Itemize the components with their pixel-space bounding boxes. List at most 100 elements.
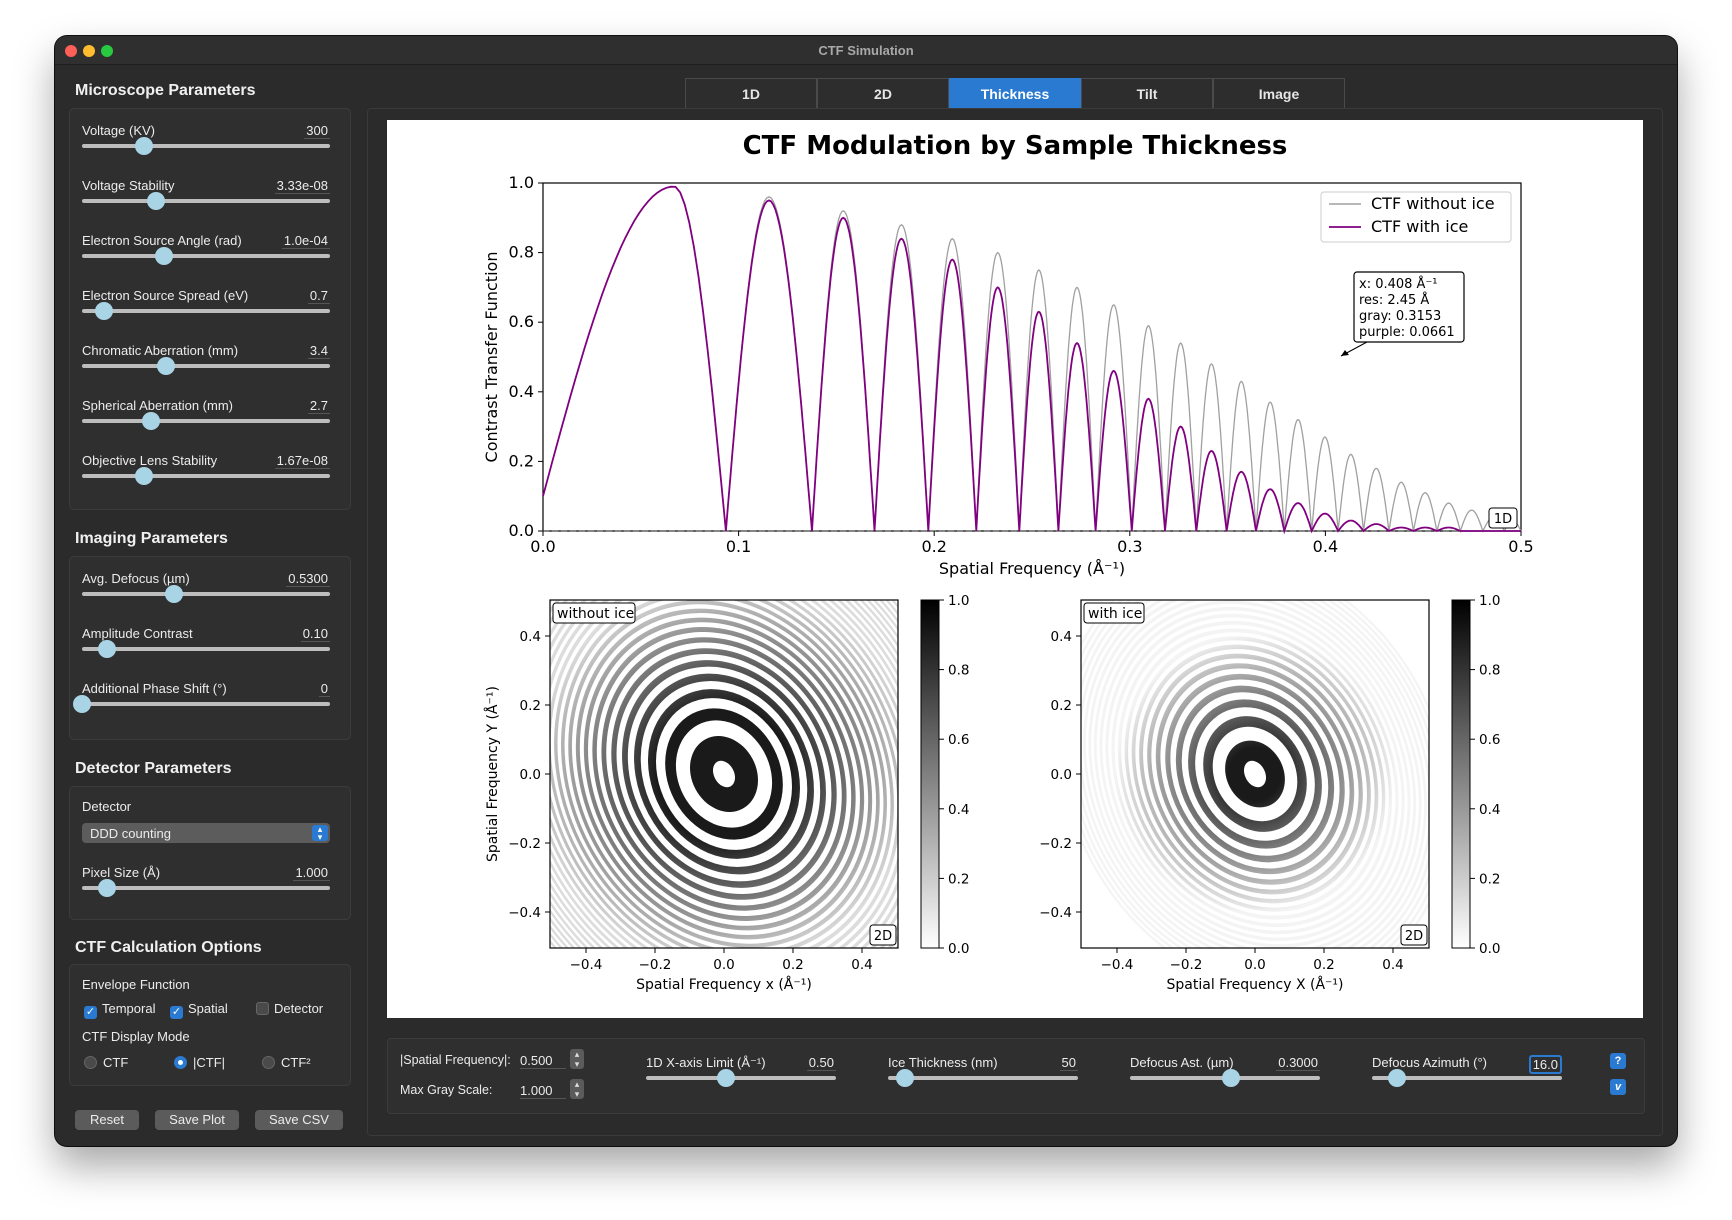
pixel-size-track[interactable] — [82, 886, 330, 890]
tooltip-purple: purple: 0.0661 — [1359, 325, 1455, 340]
microscope-slider-track[interactable] — [82, 199, 330, 203]
ice-thickness-value[interactable]: 50 — [1059, 1055, 1078, 1071]
legend-label-with-ice: CTF with ice — [1371, 217, 1468, 236]
abs-ctf-radio[interactable]: |CTF| — [174, 1055, 225, 1070]
microscope-slider-value[interactable]: 3.33e-08 — [274, 178, 330, 194]
help-icon[interactable]: ? — [1610, 1053, 1626, 1069]
imaging-slider-handle[interactable] — [97, 640, 116, 658]
tooltip-res: res: 2.45 Å — [1359, 292, 1429, 308]
ctf-1d-axes — [542, 182, 1522, 532]
microscope-slider-value[interactable]: 2.7 — [307, 398, 330, 414]
tab-tilt[interactable]: Tilt — [1081, 78, 1213, 110]
save-plot-button[interactable]: Save Plot — [155, 1110, 239, 1130]
microscope-slider-handle[interactable] — [135, 467, 153, 485]
xlimit-label: 1D X-axis Limit (Å⁻¹) — [646, 1055, 766, 1070]
xlimit-value[interactable]: 0.50 — [806, 1055, 836, 1071]
imaging-slider-track[interactable] — [82, 647, 330, 651]
microscope-slider-track[interactable] — [82, 364, 330, 368]
microscope-slider-value[interactable]: 1.0e-04 — [281, 233, 330, 249]
microscope-slider-track[interactable] — [82, 419, 330, 423]
heatmap-ytick-label: 0.2 — [520, 698, 541, 714]
microscope-slider-value[interactable]: 0.7 — [307, 288, 330, 304]
ctf-squared-radio[interactable]: CTF² — [262, 1055, 311, 1070]
frequency-spinner-icon[interactable]: ▴ ▾ — [570, 1049, 584, 1069]
save-csv-button[interactable]: Save CSV — [255, 1110, 343, 1130]
microscope-slider-value[interactable]: 300 — [304, 123, 330, 139]
ice-thickness-slider-row: Ice Thickness (nm) 50 — [888, 1055, 1078, 1095]
defocus-ast-value[interactable]: 0.3000 — [1276, 1055, 1320, 1071]
version-icon[interactable]: v — [1610, 1079, 1626, 1095]
imaging-slider-track[interactable] — [82, 592, 330, 596]
spatial-label: Spatial — [188, 1001, 228, 1016]
detector-check-label: Detector — [274, 1001, 324, 1016]
tab-2d[interactable]: 2D — [817, 78, 949, 110]
microscope-slider-handle[interactable] — [154, 247, 173, 265]
legend: CTF without ice CTF with ice — [1320, 191, 1512, 243]
heatmap-left-xlabel: Spatial Frequency x (Å⁻¹) — [636, 976, 812, 993]
ctf-options-section-title: CTF Calculation Options — [75, 939, 262, 956]
detector-select[interactable]: DDD counting ▴ ▾ — [82, 823, 330, 843]
microscope-slider-handle[interactable] — [157, 357, 176, 375]
gray-spinner-icon[interactable]: ▴ ▾ — [570, 1079, 584, 1099]
close-window-button[interactable] — [65, 45, 77, 57]
max-gray-input[interactable]: 1.000 — [520, 1083, 566, 1099]
app-window: CTF Simulation Microscope Parameters Vol… — [55, 36, 1677, 1146]
pixel-size-slider-handle[interactable] — [97, 879, 116, 897]
microscope-slider-row: Electron Source Angle (rad) 1.0e-04 — [82, 233, 330, 273]
imaging-slider-track[interactable] — [82, 702, 330, 706]
detector-checkbox[interactable]: Detector — [256, 1001, 323, 1016]
imaging-slider-value[interactable]: 0.5300 — [286, 571, 330, 587]
reset-button[interactable]: Reset — [75, 1110, 139, 1130]
ctf-display-mode-label: CTF Display Mode — [82, 1029, 190, 1044]
minimize-window-button[interactable] — [83, 45, 95, 57]
temporal-checkbox[interactable]: ✓ Temporal — [84, 1001, 155, 1019]
defocus-ast-slider-handle[interactable] — [1221, 1069, 1240, 1087]
spatial-frequency-input[interactable]: 0.500 — [520, 1053, 566, 1069]
imaging-slider-value[interactable]: 0.10 — [300, 626, 330, 642]
zoom-window-button[interactable] — [101, 45, 113, 57]
plot-svg: CTF Modulation by Sample Thickness Spati… — [482, 131, 1534, 993]
imaging-slider-handle[interactable] — [164, 585, 183, 603]
ice-thickness-slider-handle[interactable] — [896, 1069, 915, 1087]
without-ice-label: without ice — [557, 606, 634, 622]
microscope-slider-handle[interactable] — [135, 137, 153, 155]
heatmap-xtick-label: 0.4 — [1382, 957, 1403, 973]
defocus-azimuth-slider-handle[interactable] — [1387, 1069, 1406, 1087]
plot-canvas[interactable]: CTF Modulation by Sample Thickness Spati… — [387, 120, 1643, 1018]
ice-thickness-track[interactable] — [888, 1076, 1078, 1080]
microscope-slider-value[interactable]: 3.4 — [307, 343, 330, 359]
defocus-azimuth-track[interactable] — [1372, 1076, 1562, 1080]
ctf-radio[interactable]: CTF — [84, 1055, 128, 1070]
defocus-azimuth-input[interactable]: 16.0 — [1528, 1055, 1562, 1074]
window-title: CTF Simulation — [818, 43, 914, 58]
tab-1d[interactable]: 1D — [685, 78, 817, 110]
imaging-slider-label: Avg. Defocus (µm) — [82, 571, 190, 586]
microscope-slider-value[interactable]: 1.67e-08 — [274, 453, 330, 469]
badge-1d-box — [1488, 507, 1518, 529]
tab-image[interactable]: Image — [1213, 78, 1345, 110]
imaging-slider-handle[interactable] — [73, 695, 91, 713]
ytick-label: 0.2 — [509, 451, 534, 470]
spatial-checkbox[interactable]: ✓ Spatial — [170, 1001, 228, 1019]
detector-label: Detector — [82, 799, 132, 814]
microscope-slider-track[interactable] — [82, 254, 330, 258]
microscope-slider-handle[interactable] — [142, 412, 161, 430]
title-bar: CTF Simulation — [55, 36, 1677, 65]
microscope-slider-track[interactable] — [82, 309, 330, 313]
microscope-slider-label: Electron Source Angle (rad) — [82, 233, 242, 248]
xlimit-track[interactable] — [646, 1076, 836, 1080]
with-ice-label: with ice — [1088, 606, 1142, 622]
imaging-slider-value[interactable]: 0 — [318, 681, 330, 697]
xlimit-slider-handle[interactable] — [716, 1069, 735, 1087]
microscope-slider-track[interactable] — [82, 144, 330, 148]
colorbar-tick-label: 1.0 — [948, 593, 969, 609]
microscope-slider-handle[interactable] — [147, 192, 166, 210]
heatmap-ytick-label: −0.4 — [1039, 905, 1072, 921]
badge-2d-right-box — [1400, 924, 1428, 946]
tab-thickness[interactable]: Thickness — [949, 78, 1081, 110]
microscope-slider-track[interactable] — [82, 474, 330, 478]
ctf-radio-label: CTF — [103, 1055, 129, 1070]
microscope-slider-handle[interactable] — [95, 302, 114, 320]
pixel-size-value[interactable]: 1.000 — [293, 865, 330, 881]
xtick-label: 0.5 — [1508, 537, 1533, 556]
